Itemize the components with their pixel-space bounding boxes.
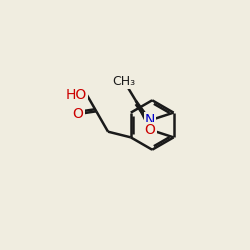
Text: O: O xyxy=(145,123,156,137)
Text: O: O xyxy=(72,107,84,121)
Text: HO: HO xyxy=(66,88,87,102)
Text: CH₃: CH₃ xyxy=(112,75,136,88)
Text: N: N xyxy=(145,113,155,127)
